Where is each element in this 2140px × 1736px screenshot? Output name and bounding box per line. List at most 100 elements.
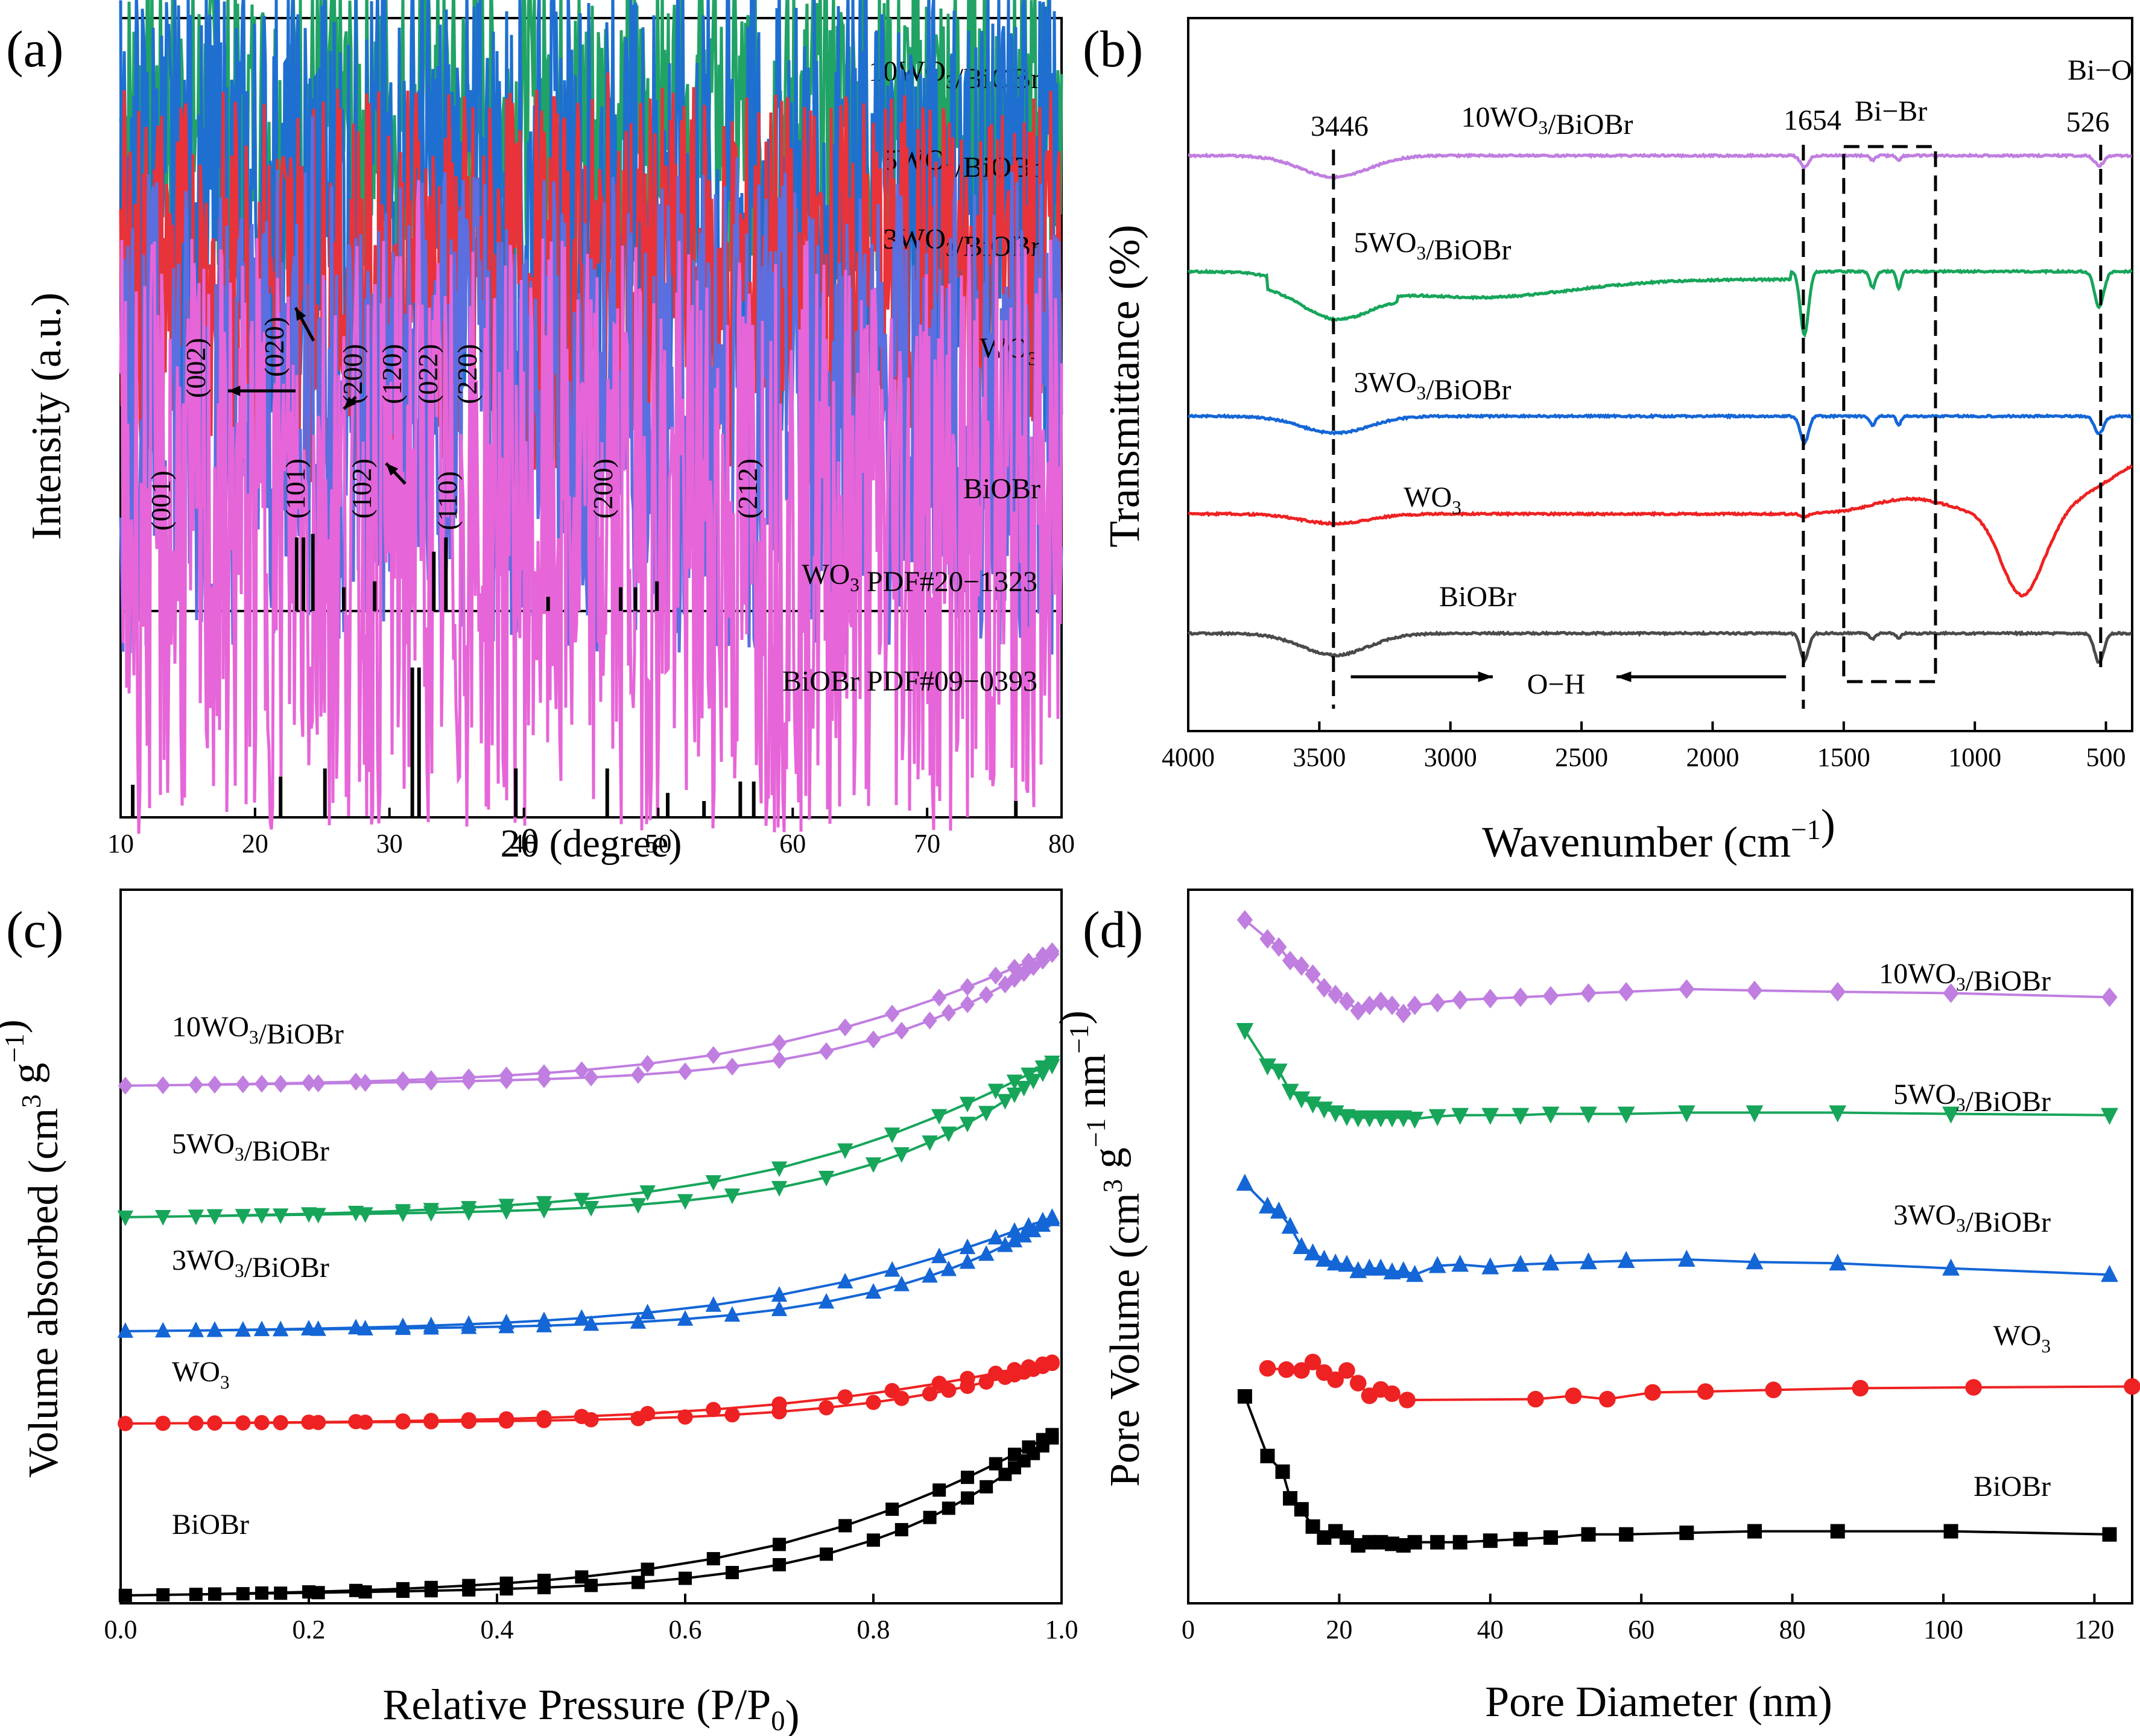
series-label: BiOBr	[172, 1509, 249, 1541]
data-point	[1006, 1087, 1023, 1103]
data-point	[724, 1306, 741, 1322]
data-point	[922, 1012, 937, 1030]
data-point	[1035, 946, 1050, 965]
data-point	[189, 1588, 203, 1601]
data-point	[395, 1071, 411, 1089]
ref-wo3: WO3 PDF#20−1323	[294, 534, 1037, 611]
data-point	[1338, 1255, 1356, 1272]
x-tick-label: 0.4	[481, 1615, 514, 1644]
data-point	[1581, 1527, 1596, 1542]
data-point	[1270, 1063, 1288, 1081]
data-point	[357, 1207, 373, 1223]
data-point	[536, 1064, 552, 1082]
x-tick-label: 40	[511, 829, 537, 858]
series-label: 5WO3/BiOBr	[1354, 227, 1512, 266]
data-point	[1481, 1257, 1499, 1275]
data-point	[1006, 1232, 1023, 1247]
data-point	[1513, 1532, 1528, 1547]
data-point	[987, 1083, 1004, 1100]
data-point	[706, 1552, 720, 1566]
series-label: BiOBr	[1439, 581, 1516, 613]
y-axis-title: Volume absorbed (cm3 g−1)	[0, 1019, 67, 1478]
data-point	[1007, 970, 1022, 988]
data-point	[987, 1229, 1004, 1245]
data-point	[574, 1061, 589, 1080]
data-point	[922, 1386, 938, 1402]
data-point	[894, 1522, 908, 1536]
data-point	[273, 1320, 289, 1337]
data-point	[1580, 1106, 1597, 1124]
xrd-series: BiOBr	[119, 180, 1063, 834]
annotation-bio: Bi−O	[2068, 54, 2132, 86]
data-point	[583, 1068, 599, 1086]
data-point	[1372, 1258, 1390, 1276]
x-tick-label: 0.6	[669, 1615, 702, 1644]
data-point	[771, 1051, 787, 1069]
data-point	[1852, 1380, 1869, 1397]
data-point	[1034, 1211, 1051, 1228]
data-point	[726, 1566, 739, 1580]
data-point	[188, 1321, 204, 1337]
ftir-series: WO3	[1188, 464, 2133, 598]
annotation-1654: 1654	[1784, 104, 1841, 136]
data-point	[188, 1415, 204, 1431]
annotation-526: 526	[2066, 106, 2110, 138]
data-point	[961, 1491, 974, 1505]
data-point	[574, 1309, 590, 1325]
hkl-label: (102)	[346, 458, 377, 519]
data-point	[1034, 1060, 1051, 1076]
data-point	[1829, 1253, 1847, 1271]
data-point	[979, 986, 994, 1004]
data-point	[640, 1054, 655, 1073]
data-point	[1338, 991, 1355, 1012]
data-point	[1407, 1535, 1422, 1550]
data-point	[1237, 1389, 1252, 1404]
data-point	[630, 1198, 647, 1214]
data-point	[155, 1322, 171, 1338]
x-axis-title: 2θ (degree)	[501, 822, 682, 866]
data-point	[1428, 1109, 1446, 1126]
data-point	[997, 1236, 1013, 1252]
data-point	[630, 1066, 646, 1084]
data-point	[1293, 1091, 1311, 1109]
hkl-label: (120)	[376, 344, 407, 404]
data-point	[960, 978, 975, 996]
data-point	[575, 1570, 589, 1584]
data-point	[301, 1074, 317, 1092]
data-point	[884, 1383, 900, 1399]
y-axis-title: Pore Volume (cm3 g−1 nm−1)	[1051, 1010, 1148, 1487]
data-point	[1677, 1249, 1695, 1267]
data-point	[1619, 1527, 1634, 1542]
data-point	[931, 1247, 948, 1264]
x-axis-title: Relative Pressure (P/P0)	[382, 1681, 799, 1736]
data-point	[498, 1313, 514, 1329]
data-point	[1383, 1110, 1401, 1128]
x-tick-label: 20	[1326, 1615, 1352, 1644]
data-point	[235, 1075, 250, 1094]
data-point	[818, 1042, 834, 1060]
series-label: 10WO3/BiOBr	[1879, 958, 2051, 997]
x-tick-label: 80	[1048, 829, 1075, 858]
data-point	[1429, 993, 1446, 1013]
data-point	[884, 1127, 901, 1144]
data-point	[424, 1580, 438, 1594]
data-point	[677, 1194, 694, 1210]
data-point	[1384, 1385, 1401, 1402]
data-point	[1277, 1361, 1295, 1378]
data-point	[1617, 1250, 1635, 1269]
data-point	[1007, 958, 1022, 977]
data-point	[1746, 1105, 1764, 1123]
data-point	[1580, 1252, 1597, 1270]
data-point	[1542, 986, 1559, 1006]
data-point	[1451, 1107, 1469, 1125]
data-point	[1372, 1110, 1390, 1128]
data-point	[997, 1094, 1013, 1110]
data-point	[705, 1296, 721, 1312]
x-tick-label: 0	[1182, 1615, 1195, 1644]
data-point	[311, 1074, 326, 1092]
panel-label-c: (c)	[6, 901, 63, 958]
x-tick-label: 0.2	[293, 1615, 326, 1644]
x-tick-label: 4000	[1162, 743, 1215, 772]
adsorption-line	[125, 1437, 1053, 1597]
data-point	[630, 1313, 647, 1329]
